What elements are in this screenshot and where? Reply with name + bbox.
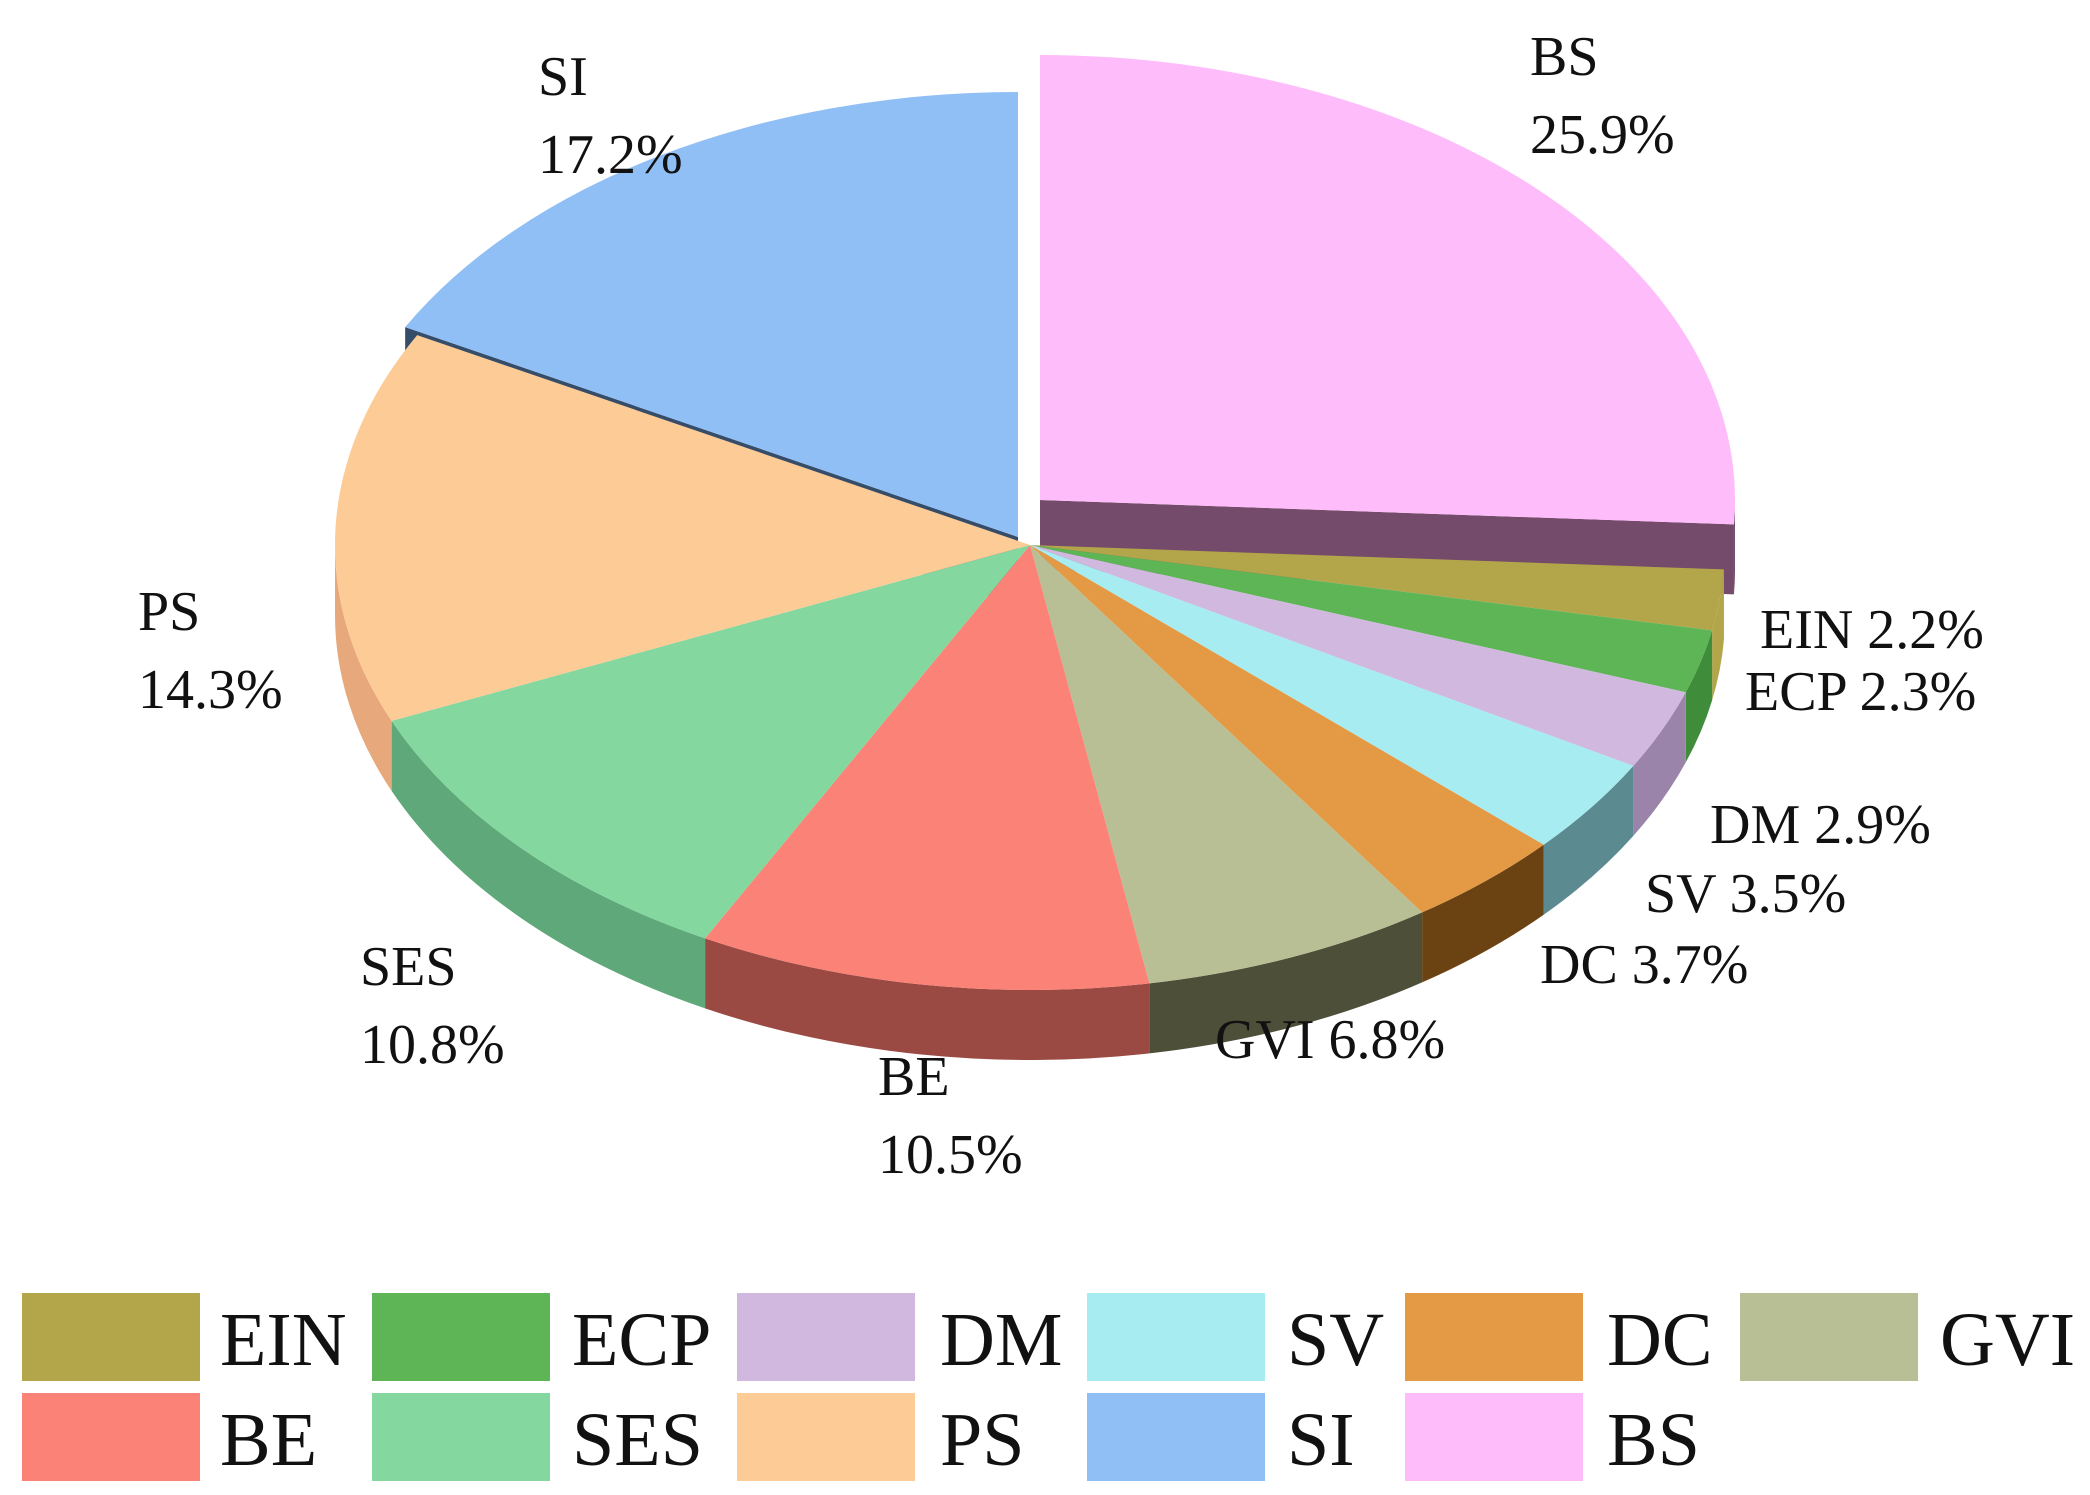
slice-bs [1040, 55, 1735, 525]
legend-swatch-ses [372, 1393, 550, 1481]
label-bs-name: BS [1530, 26, 1599, 88]
label-be-name: BE [878, 1046, 950, 1108]
legend-swatch-sv [1087, 1293, 1265, 1381]
side-ps [335, 545, 392, 791]
label-be-value: 10.5% [878, 1124, 1023, 1186]
label-gvi: GVI 6.8% [1215, 1009, 1445, 1071]
legend-label-si: SI [1287, 1398, 1355, 1482]
label-layer: BS 25.9% EIN 2.2%ECP 2.3% DM 2.9% SV 3.5% DC … [138, 26, 1984, 1186]
label-ps-name: PS [138, 581, 200, 643]
side-bs [1733, 500, 1735, 595]
legend-label-ein: EIN [220, 1298, 347, 1382]
side-gvi [1149, 912, 1423, 1054]
slice-gvi [1030, 545, 1423, 984]
legend-swatch-gvi [1740, 1293, 1918, 1381]
legend-label-bs: BS [1607, 1398, 1700, 1482]
legend-swatch-si [1087, 1393, 1265, 1481]
slice-ecp [1030, 545, 1713, 693]
legend-label-sv: SV [1287, 1298, 1384, 1382]
pie-layer [335, 55, 1735, 1060]
legend-label-ecp: ECP [572, 1298, 711, 1382]
slice-si [405, 92, 1018, 537]
legend-label-be: BE [220, 1398, 317, 1482]
side-dm [1633, 692, 1686, 836]
legend-swatch-ps [737, 1393, 915, 1481]
side-ses [391, 720, 706, 1009]
label-sv: SV 3.5% [1645, 863, 1846, 925]
side-ecp [1685, 630, 1713, 763]
side-ein [1712, 569, 1724, 701]
legend-swatch-dc [1405, 1293, 1583, 1381]
slice-ein [1030, 545, 1724, 631]
label-ecp: ECP 2.3% [1745, 661, 1976, 723]
label-dc: DC 3.7% [1540, 934, 1748, 996]
label-si-value: 17.2% [538, 124, 683, 186]
label-dm: DM 2.9% [1710, 794, 1931, 856]
legend-label-dm: DM [940, 1298, 1062, 1382]
label-ses-name: SES [360, 936, 457, 998]
legend-label-ps: PS [940, 1398, 1025, 1482]
label-ein: EIN 2.2% [1760, 599, 1984, 661]
legend-label-ses: SES [572, 1398, 703, 1482]
side-sv [1543, 765, 1634, 915]
label-ps-value: 14.3% [138, 659, 283, 721]
slice-ses [391, 545, 1030, 939]
side-dc [1422, 844, 1544, 983]
label-bs-value: 25.9% [1530, 104, 1675, 166]
legend-label-dc: DC [1607, 1298, 1713, 1382]
slice-dc [1030, 545, 1544, 913]
slice-be [705, 545, 1150, 990]
legend-swatch-ecp [372, 1293, 550, 1381]
legend-swatch-ein [22, 1293, 200, 1381]
legend-swatch-dm [737, 1293, 915, 1381]
slice-sv [1030, 545, 1634, 845]
label-ses-value: 10.8% [360, 1014, 505, 1076]
legend: EIN ECP DM SV DC GVI BE SES PS SI BS [22, 1293, 2075, 1482]
label-si-name: SI [538, 46, 588, 108]
legend-swatch-be [22, 1393, 200, 1481]
side-be [705, 938, 1150, 1060]
slice-dm [1030, 545, 1686, 766]
legend-swatch-bs [1405, 1393, 1583, 1481]
slice-ps [335, 335, 1030, 721]
legend-label-gvi: GVI [1940, 1298, 2075, 1382]
